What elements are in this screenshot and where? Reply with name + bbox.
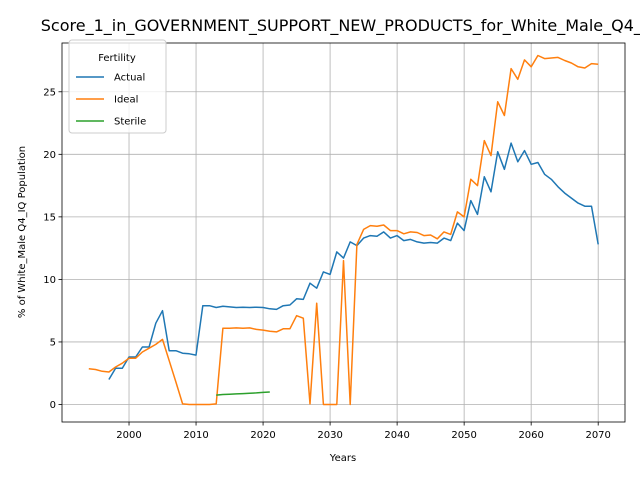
x-tick-label: 2060 <box>518 430 543 441</box>
legend-box <box>68 39 167 134</box>
legend: Fertility Actual Ideal Sterile <box>68 39 167 134</box>
series-line-actual <box>108 142 599 380</box>
y-tick-label: 10 <box>43 275 56 286</box>
x-tick-label: 2000 <box>116 430 141 441</box>
legend-items: Actual Ideal Sterile <box>76 73 146 128</box>
legend-label-ideal: Ideal <box>114 95 138 106</box>
y-tick-label: 25 <box>43 87 56 98</box>
x-axis-ticks: 2000 2010 2020 2030 2040 2050 2060 2070 <box>116 422 611 441</box>
x-tick-label: 2010 <box>183 430 208 441</box>
y-tick-label: 0 <box>50 400 56 411</box>
series-line-ideal <box>88 54 599 406</box>
x-axis-label: Years <box>329 453 356 464</box>
x-tick-label: 2040 <box>384 430 409 441</box>
y-axis-label: % of White_Male Q4_IQ Population <box>17 146 28 318</box>
x-tick-label: 2020 <box>250 430 275 441</box>
series-line-sterile <box>216 391 270 396</box>
legend-label-sterile: Sterile <box>114 117 146 128</box>
plot-frame <box>61 42 626 423</box>
grid-lines <box>62 43 625 422</box>
chart-title: Score_1_in_GOVERNMENT_SUPPORT_NEW_PRODUC… <box>41 16 640 36</box>
legend-title: Fertility <box>98 53 136 64</box>
y-tick-label: 5 <box>50 337 56 348</box>
x-tick-label: 2030 <box>317 430 342 441</box>
y-tick-label: 15 <box>43 212 56 223</box>
x-tick-label: 2050 <box>451 430 476 441</box>
x-tick-label: 2070 <box>585 430 610 441</box>
y-axis-ticks: 0 5 10 15 20 25 <box>43 87 62 411</box>
series-lines <box>88 54 599 406</box>
y-tick-label: 20 <box>43 150 56 161</box>
legend-label-actual: Actual <box>114 73 145 84</box>
